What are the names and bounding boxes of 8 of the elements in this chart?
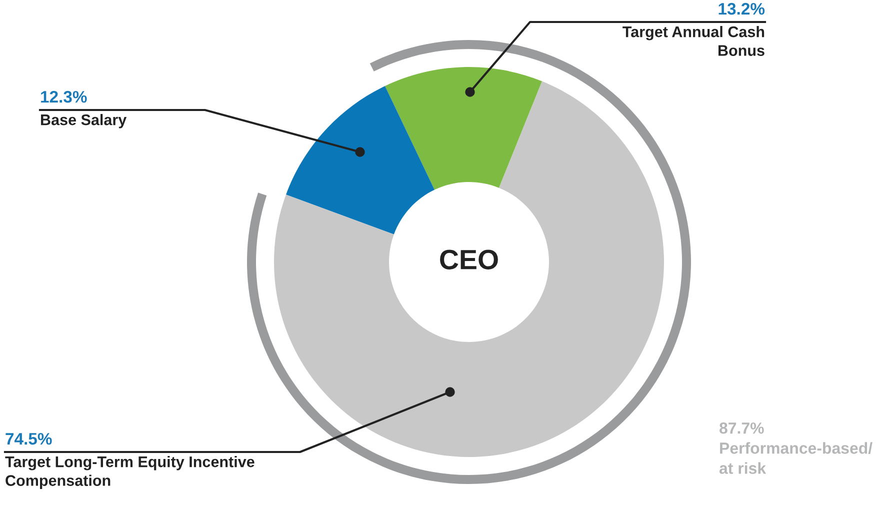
data-label: 13.2% <box>718 2 765 15</box>
data-label: 74.5% <box>6 432 52 445</box>
text: 87.7% Performance-based/ at risk <box>719 422 872 474</box>
data-label: 12.3% <box>41 90 87 103</box>
text: CEO <box>440 250 498 270</box>
slice-label: Target Annual Cash Bonus <box>622 26 764 56</box>
slice-label: Target Long-Term Equity Incentive Compensation <box>5 456 254 489</box>
slice-label: Base Salary <box>41 114 127 128</box>
